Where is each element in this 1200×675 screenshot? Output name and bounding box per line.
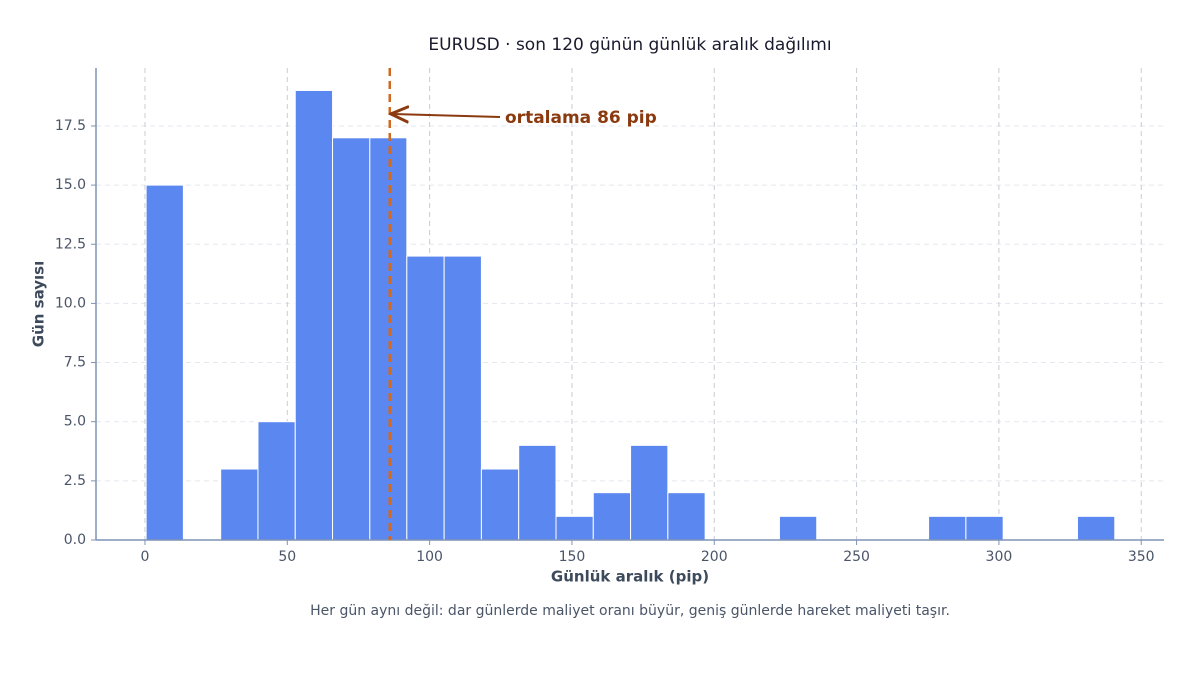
bar [555,515,594,541]
y-tick-label: 12.5 [55,236,86,252]
x-tick-label: 50 [278,549,296,565]
caption: Her gün aynı değil: dar günlerde maliyet… [310,603,950,619]
y-tick-label: 15.0 [55,177,86,193]
y-tick-label: 5.0 [64,414,86,430]
bar [332,137,371,541]
bar [220,468,259,541]
x-tick-label: 150 [559,549,586,565]
bar [480,468,520,541]
x-tick-label: 100 [416,549,443,565]
annotation-arrow [393,114,501,117]
y-tick-label: 7.5 [64,355,86,371]
y-tick-label: 2.5 [64,473,86,489]
bar [369,137,408,541]
y-tick-label: 17.5 [55,118,86,134]
y-axis-label: Gün sayısı [30,261,48,347]
bar [778,515,818,541]
bar [928,515,967,541]
bar [145,184,184,541]
annotation: ortalama 86 pip [505,108,657,128]
x-tick-label: 350 [1128,549,1155,565]
bar [257,421,296,541]
bar [294,89,334,541]
bar [518,444,557,541]
chart-title: EURUSD · son 120 günün günlük aralık dağ… [428,35,831,55]
bar [630,444,669,541]
bar [667,492,706,541]
x-tick-label: 250 [843,549,870,565]
bar [965,515,1004,541]
bar [592,492,632,541]
y-tick-label: 10.0 [55,295,86,311]
x-tick-label: 200 [701,549,728,565]
bar [443,255,482,541]
x-tick-label: 300 [986,549,1013,565]
x-axis-label: Günlük aralık (pip) [551,568,709,586]
x-tick-label: 0 [140,549,149,565]
y-tick-label: 0.0 [64,532,86,548]
bar [1076,515,1116,541]
bar [406,255,445,541]
